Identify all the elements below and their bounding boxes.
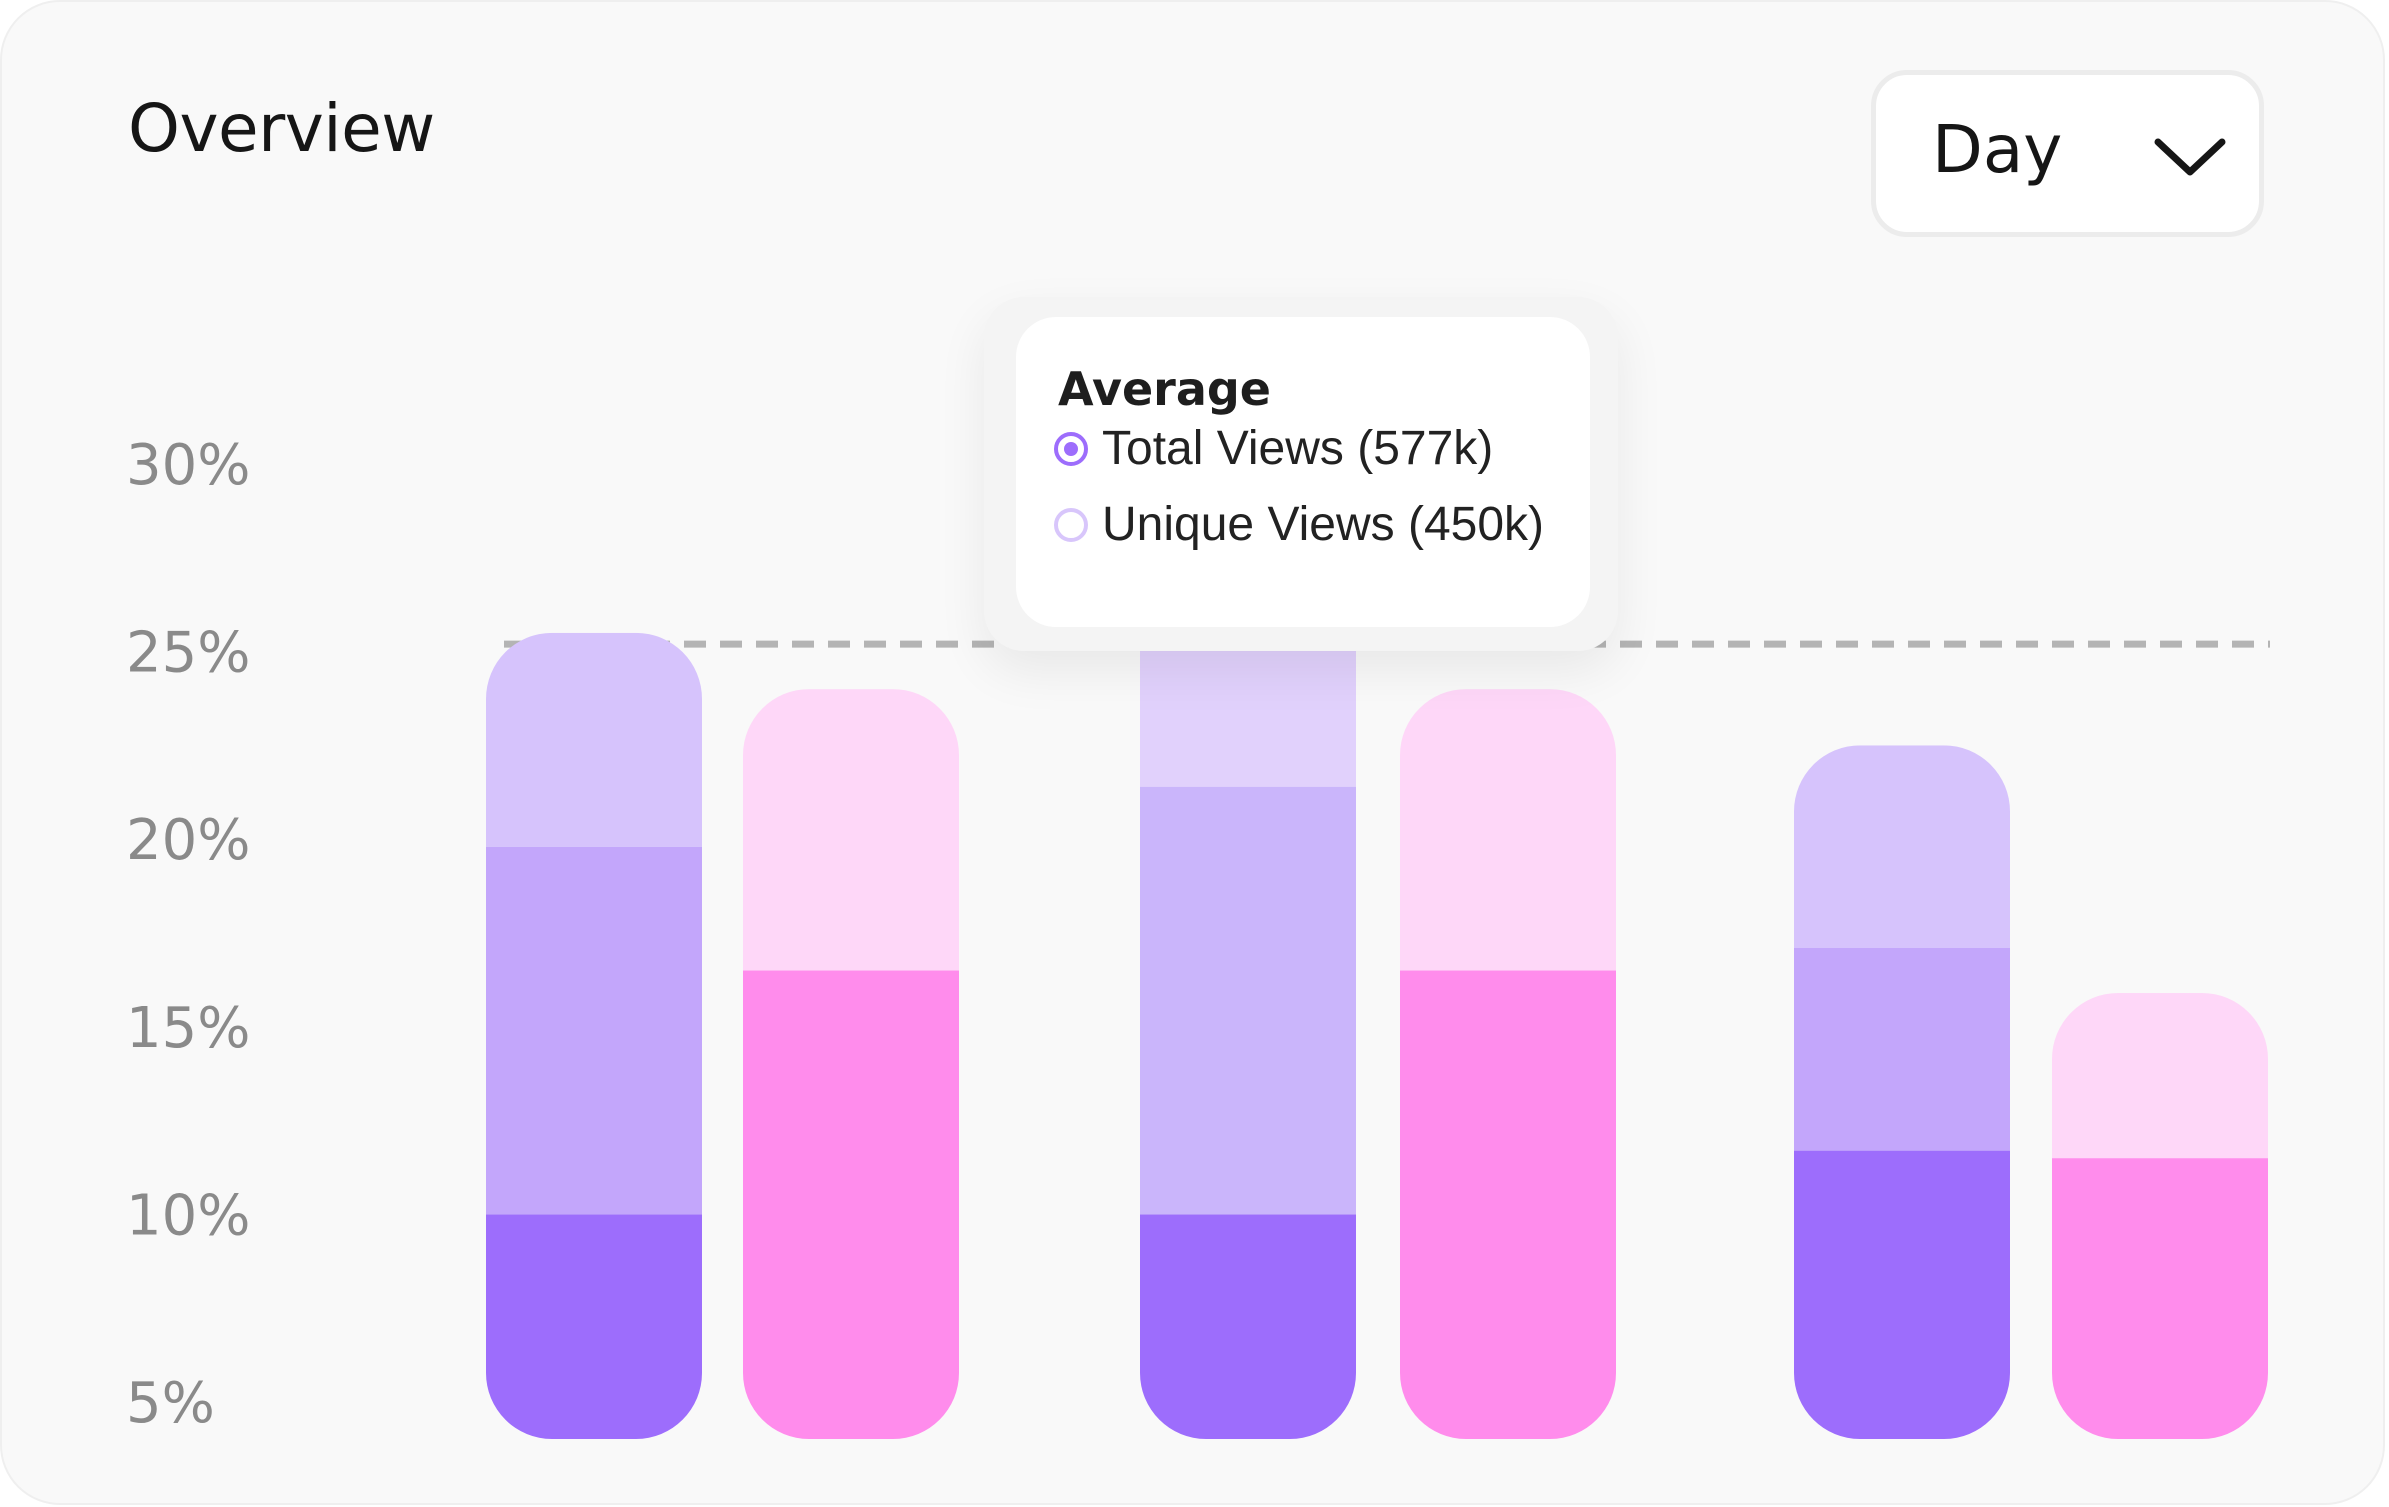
unique-views-bar-segment[interactable]	[2052, 1158, 2268, 1439]
total-views-bar[interactable]	[1794, 745, 2010, 1439]
period-dropdown[interactable]: Day	[1871, 70, 2264, 237]
y-tick-label: 15%	[126, 996, 250, 1061]
total-views-bar-segment[interactable]	[1794, 948, 2010, 1151]
average-tooltip-panel: Average Total Views (577k) Unique Views …	[1016, 317, 1590, 627]
unique-views-bar[interactable]	[2052, 993, 2268, 1439]
y-tick-label: 30%	[126, 433, 250, 498]
tooltip-option-total-views[interactable]: Total Views (577k)	[1054, 421, 1493, 476]
period-dropdown-value: Day	[1932, 111, 2063, 188]
chevron-down-icon[interactable]	[2150, 130, 2230, 182]
y-tick-label: 25%	[126, 621, 250, 686]
unique-views-bar[interactable]	[1400, 689, 1616, 1439]
unique-views-bar[interactable]	[743, 689, 959, 1439]
total-views-bar-segment[interactable]	[1140, 1214, 1356, 1439]
tooltip-option-unique-views[interactable]: Unique Views (450k)	[1054, 497, 1544, 552]
page-title: Overview	[128, 90, 435, 167]
tooltip-option-label: Unique Views (450k)	[1102, 498, 1545, 551]
total-views-bar-segment[interactable]	[1140, 786, 1356, 1215]
unique-views-bar-segment[interactable]	[2052, 993, 2268, 1159]
average-tooltip: Average Total Views (577k) Unique Views …	[984, 297, 1618, 651]
total-views-bar-segment[interactable]	[1794, 1150, 2010, 1439]
unique-views-bar-segment[interactable]	[743, 689, 959, 971]
total-views-bar-segment[interactable]	[486, 1214, 702, 1439]
unique-views-bar-segment[interactable]	[743, 970, 959, 1439]
tooltip-option-label: Total Views (577k)	[1102, 422, 1494, 475]
total-views-bar-segment[interactable]	[486, 632, 702, 847]
y-tick-label: 5%	[126, 1371, 215, 1436]
tooltip-title: Average	[1058, 362, 1271, 416]
radio-selected-icon[interactable]	[1054, 431, 1088, 466]
unique-views-bar-segment[interactable]	[1400, 689, 1616, 971]
y-tick-label: 10%	[126, 1183, 250, 1248]
total-views-bar-segment[interactable]	[1794, 745, 2010, 949]
unique-views-bar-segment[interactable]	[1400, 970, 1616, 1439]
radio-unselected-icon[interactable]	[1054, 507, 1088, 542]
total-views-bar[interactable]	[486, 632, 702, 1439]
total-views-bar-segment[interactable]	[486, 846, 702, 1215]
y-tick-label: 20%	[126, 808, 250, 873]
